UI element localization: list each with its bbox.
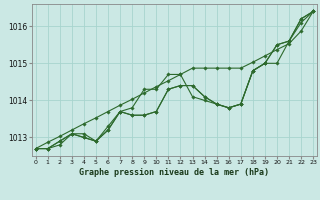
X-axis label: Graphe pression niveau de la mer (hPa): Graphe pression niveau de la mer (hPa)	[79, 168, 269, 177]
